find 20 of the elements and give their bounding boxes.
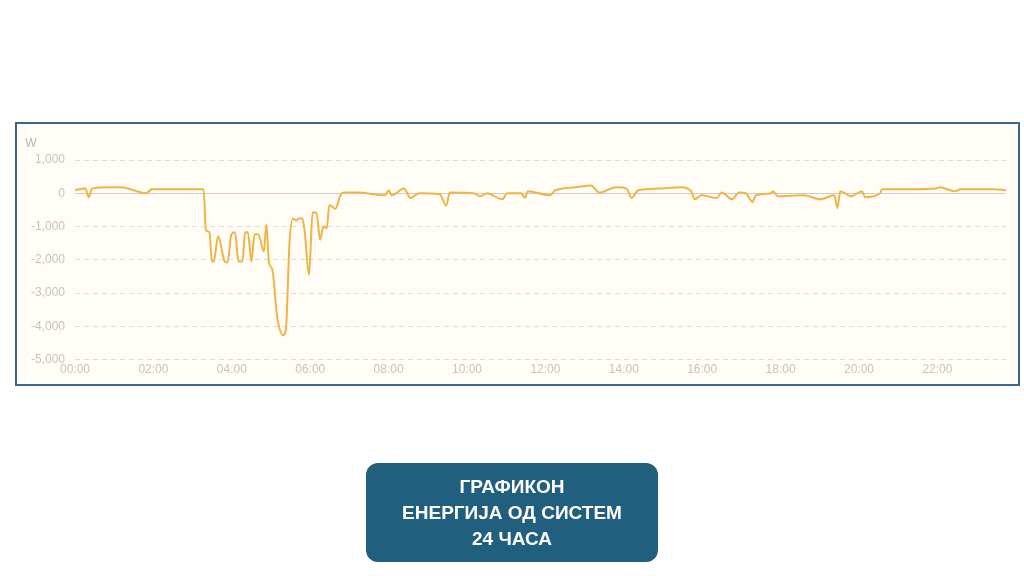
x-tick-label: 22:00: [922, 362, 953, 377]
x-tick-label: 02:00: [138, 362, 169, 377]
y-tick-label: -2,000: [30, 252, 66, 267]
x-tick-label: 16:00: [687, 362, 718, 377]
x-tick-label: 12:00: [530, 362, 561, 377]
x-tick-label: 06:00: [295, 362, 326, 377]
y-tick-label: -3,000: [30, 285, 66, 300]
y-axis-title: W: [25, 136, 38, 151]
x-tick-label: 04:00: [216, 362, 248, 377]
x-tick-label: 10:00: [452, 362, 483, 377]
x-tick-label: 08:00: [373, 362, 404, 377]
y-tick-label: -1,000: [30, 218, 66, 233]
line-series: [75, 184, 1006, 337]
y-tick-label: 0: [58, 185, 66, 200]
y-tick-label: -4,000: [30, 318, 66, 333]
x-tick-label: 20:00: [843, 362, 875, 377]
x-tick-label: 18:00: [765, 362, 796, 377]
y-tick-label: 1,000: [34, 152, 66, 167]
x-tick-label: 14:00: [608, 362, 640, 377]
text: ГРАФИКОН ЕНЕРГИЈА ОД СИСТЕМ 24 ЧАСА: [366, 463, 658, 562]
